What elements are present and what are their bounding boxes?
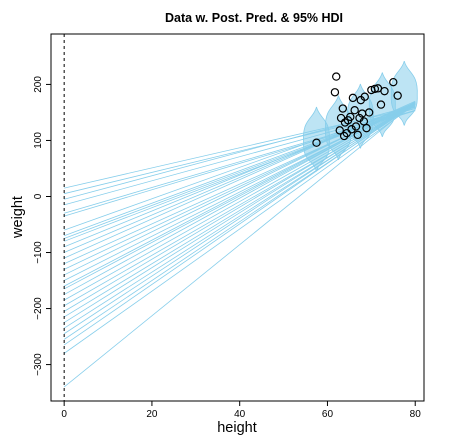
data-point-14 <box>350 106 359 115</box>
x-tick-label-60: 60 <box>322 409 334 420</box>
x-axis: 0 20 40 60 80 <box>61 401 421 420</box>
y-tick-label--100: −100 <box>33 241 44 264</box>
data-point-25 <box>370 84 380 94</box>
data-point-1 <box>312 138 321 147</box>
data-point-2 <box>330 88 340 97</box>
data-point-27 <box>376 100 386 109</box>
y-tick-label-0: 0 <box>33 193 44 199</box>
chart-title: Data w. Post. Pred. & 95% HDI <box>165 11 343 25</box>
data-point-28 <box>380 86 389 96</box>
data-point-13 <box>348 93 358 103</box>
data-point-23 <box>364 108 374 117</box>
data-point-6 <box>338 104 348 113</box>
data-point-29 <box>389 77 398 87</box>
data-point-12 <box>347 125 356 134</box>
x-tick-label-0: 0 <box>61 409 67 420</box>
x-axis-label: height <box>217 420 257 436</box>
data-point-3 <box>332 72 341 81</box>
y-tick-label--300: −300 <box>33 353 44 376</box>
posterior-line-30 <box>63 104 416 354</box>
plot-frame <box>50 33 425 402</box>
data-point-22 <box>362 123 371 133</box>
x-tick-label-80: 80 <box>410 409 422 420</box>
data-point-30 <box>393 91 402 100</box>
x-tick-label-40: 40 <box>234 409 246 420</box>
x-tick-label-20: 20 <box>146 409 158 420</box>
y-axis: −300 −200 −100 0 100 200 <box>33 76 51 376</box>
y-tick-label-200: 200 <box>33 76 44 93</box>
y-tick-label-100: 100 <box>33 132 44 149</box>
data-point-16 <box>353 130 362 140</box>
data-point-11 <box>346 112 355 122</box>
data-point-4 <box>335 126 344 135</box>
y-axis-label: weight <box>10 196 26 239</box>
y-tick-label--200: −200 <box>33 297 44 320</box>
predictive-hdi-band-5 <box>390 60 418 126</box>
posterior-line-31 <box>63 102 416 388</box>
data-points-group <box>312 72 402 147</box>
data-point-21 <box>360 92 369 101</box>
posterior-line-29 <box>63 102 416 346</box>
data-point-15 <box>351 122 361 131</box>
data-point-7 <box>339 131 349 141</box>
